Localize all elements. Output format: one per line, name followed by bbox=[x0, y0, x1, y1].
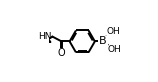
Text: HN: HN bbox=[38, 32, 52, 41]
Text: OH: OH bbox=[108, 45, 122, 54]
Text: B: B bbox=[99, 36, 107, 46]
Text: O: O bbox=[58, 48, 65, 58]
Text: OH: OH bbox=[106, 27, 120, 36]
